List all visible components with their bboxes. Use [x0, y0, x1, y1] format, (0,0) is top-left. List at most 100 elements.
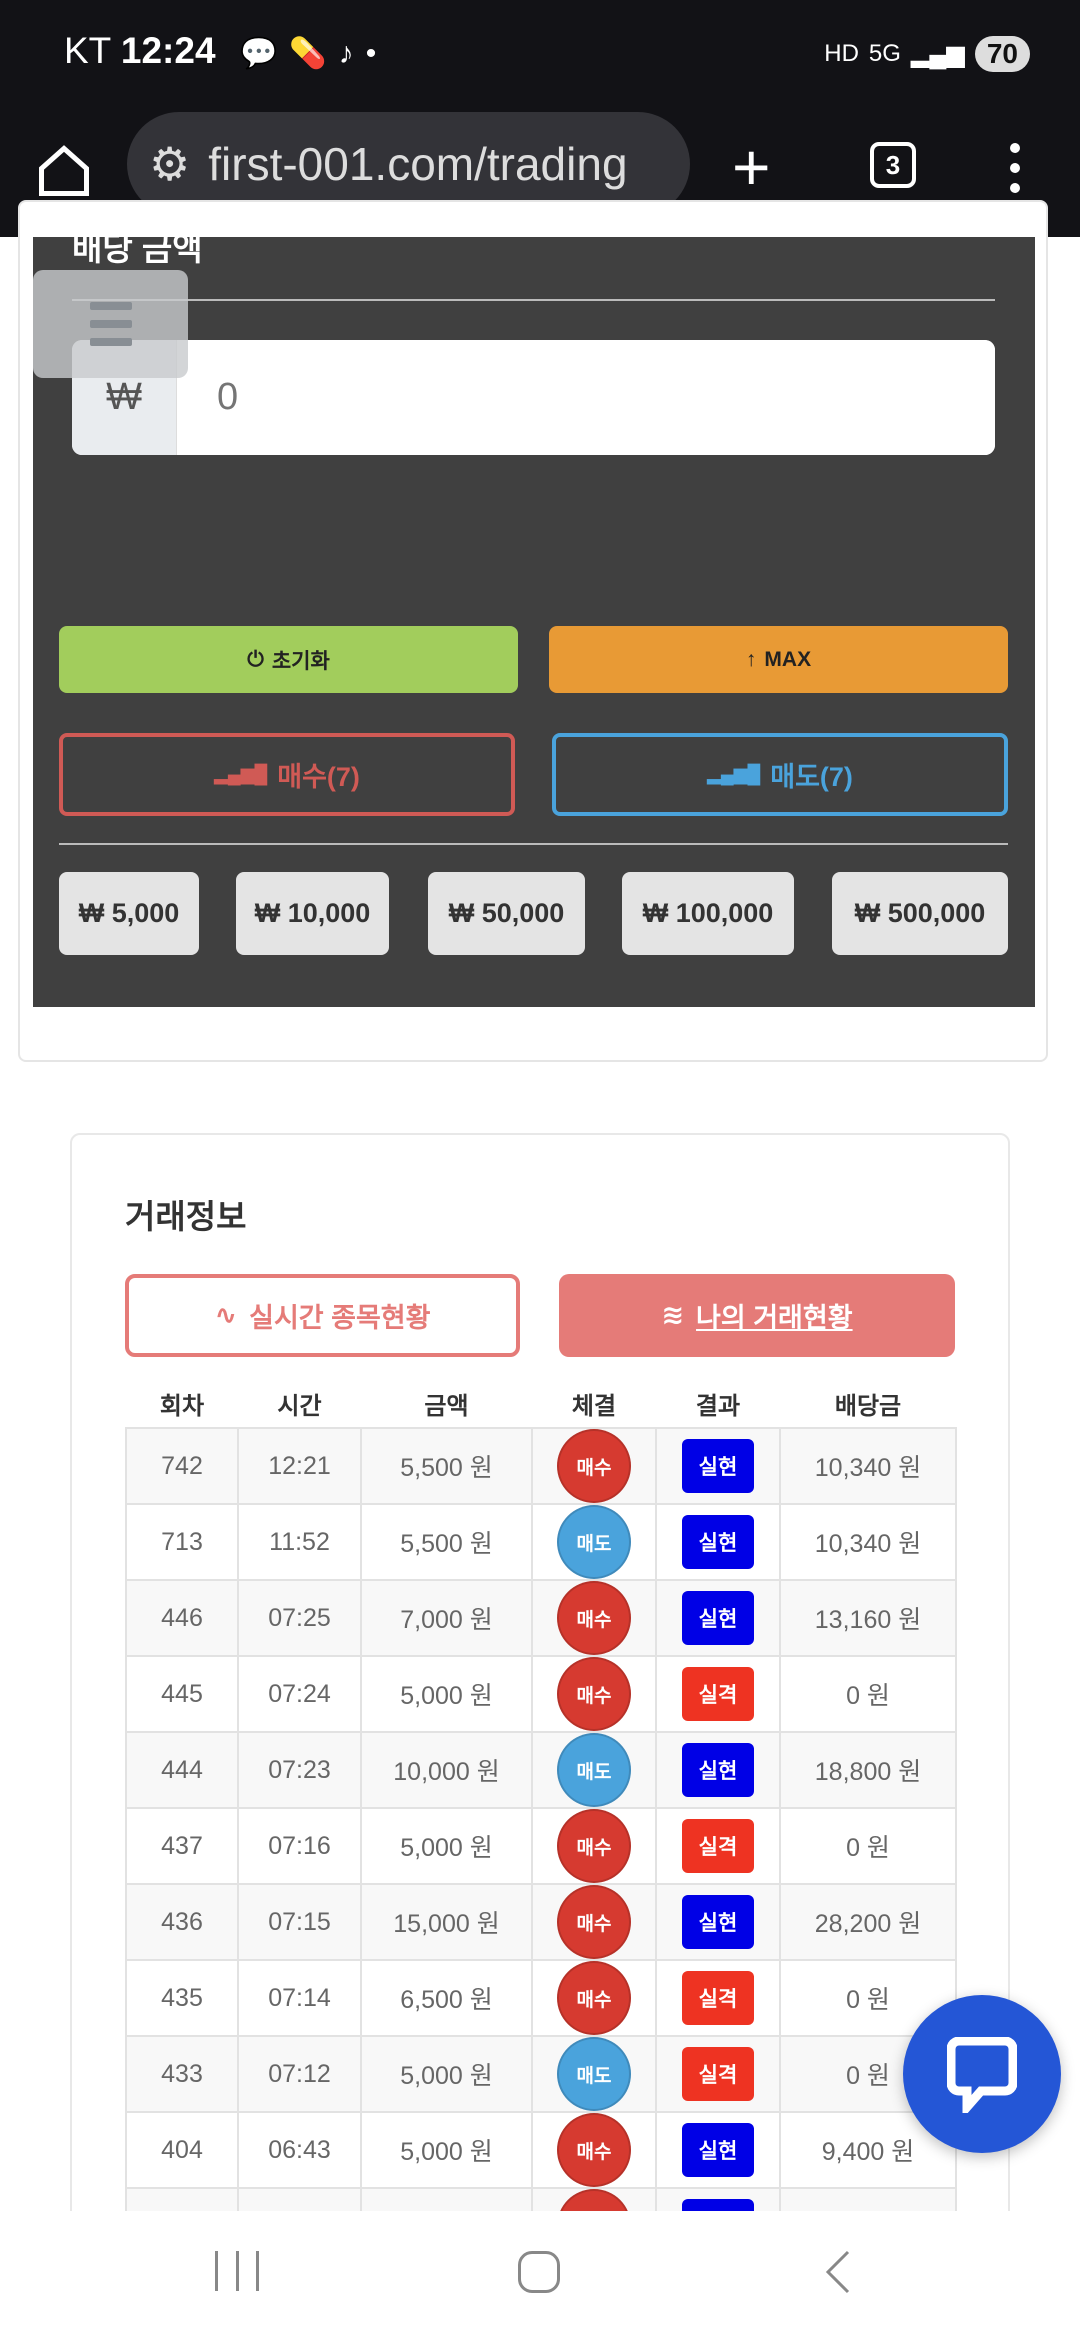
cell-payout: 28,200 원: [779, 1883, 957, 1961]
cell-result: 실현: [655, 1427, 781, 1505]
chip-100000[interactable]: ₩ 100,000: [622, 872, 794, 955]
result-badge: 실현: [682, 1439, 754, 1493]
cell-time: 07:16: [237, 1807, 362, 1885]
battery-icon: 70: [974, 36, 1030, 72]
cell-round: 446: [125, 1579, 239, 1657]
cell-time: 12:21: [237, 1427, 362, 1505]
table-row: 713 11:52 5,500 원 매도 실현 10,340 원: [125, 1503, 957, 1581]
cell-round: 436: [125, 1883, 239, 1961]
cell-round: 437: [125, 1807, 239, 1885]
side-badge: 매수: [557, 2113, 631, 2187]
cell-round: 444: [125, 1731, 239, 1809]
cell-result: 실현: [655, 1883, 781, 1961]
side-badge: 매도: [557, 2037, 631, 2111]
system-nav-bar: [0, 2211, 1080, 2340]
site-settings-icon[interactable]: ⚙: [149, 138, 191, 190]
signal-bars-icon: ▂▄▆█: [707, 764, 761, 784]
cell-result: 실현: [655, 1579, 781, 1657]
cell-time: 07:24: [237, 1655, 362, 1733]
side-badge: 매수: [557, 1961, 631, 2035]
side-badge: 매수: [557, 1429, 631, 1503]
cell-result: 실현: [655, 1503, 781, 1581]
table-row: 742 12:21 5,500 원 매수 실현 10,340 원: [125, 1427, 957, 1505]
signal-bars-icon: ▂▄▆█: [214, 764, 268, 784]
new-tab-icon[interactable]: +: [732, 130, 771, 204]
trade-table: 회차 시간 금액 체결 결과 배당금 742 12:21 5,500 원 매수 …: [125, 1380, 957, 2265]
cell-amount: 5,000 원: [360, 1807, 533, 1885]
divider: [59, 843, 1008, 845]
divider: [72, 299, 995, 301]
table-row: 435 07:14 6,500 원 매수 실격 0 원: [125, 1959, 957, 2037]
result-badge: 실현: [682, 1591, 754, 1645]
result-badge: 실현: [682, 1515, 754, 1569]
col-round: 회차: [159, 1393, 205, 1420]
amount-input-group: ₩: [72, 340, 995, 455]
cell-side: 매도: [531, 1731, 657, 1809]
tab-switcher-button[interactable]: 3: [870, 142, 916, 188]
cell-round: 404: [125, 2111, 239, 2189]
cell-result: 실격: [655, 2035, 781, 2113]
chip-500000[interactable]: ₩ 500,000: [832, 872, 1008, 955]
cell-time: 11:52: [237, 1503, 362, 1581]
side-badge: 매도: [557, 1733, 631, 1807]
col-amount: 금액: [424, 1393, 469, 1420]
reset-button[interactable]: ⏻ 초기화: [59, 626, 518, 693]
table-row: 446 07:25 7,000 원 매수 실현 13,160 원: [125, 1579, 957, 1657]
cell-amount: 10,000 원: [360, 1731, 533, 1809]
chip-50000[interactable]: ₩ 50,000: [428, 872, 585, 955]
result-badge: 실현: [682, 2123, 754, 2177]
cell-amount: 5,500 원: [360, 1427, 533, 1505]
browser-toolbar: ⚙ first-001.com/trading + 3: [0, 105, 1080, 237]
cell-side: 매수: [531, 1655, 657, 1733]
result-badge: 실현: [682, 1743, 754, 1797]
max-button[interactable]: ↑ MAX: [549, 626, 1008, 693]
menu-toggle-button[interactable]: [33, 270, 188, 378]
cell-payout: 10,340 원: [779, 1427, 957, 1505]
amount-input[interactable]: [177, 340, 995, 455]
cell-side: 매수: [531, 1883, 657, 1961]
side-badge: 매수: [557, 1809, 631, 1883]
amount-label: 배당 금액: [72, 230, 203, 267]
cell-side: 매수: [531, 1579, 657, 1657]
arrow-up-icon: ↑: [745, 647, 757, 671]
home-icon[interactable]: [34, 141, 94, 201]
network-icon: 5G: [868, 40, 901, 67]
cell-round: 713: [125, 1503, 239, 1581]
cell-round: 435: [125, 1959, 239, 2037]
section-title: 거래정보: [125, 1198, 247, 1235]
url-text: first-001.com/trading: [208, 138, 628, 190]
cell-round: 433: [125, 2035, 239, 2113]
buy-button[interactable]: ▂▄▆█ 매수(7): [59, 733, 515, 816]
cell-time: 07:23: [237, 1731, 362, 1809]
tab-my-trades[interactable]: ≋ 나의 거래현황: [559, 1274, 955, 1357]
result-badge: 실격: [682, 2047, 754, 2101]
cell-amount: 5,000 원: [360, 2111, 533, 2189]
recent-apps-icon[interactable]: [215, 2251, 259, 2291]
side-badge: 매도: [557, 1505, 631, 1579]
sell-button[interactable]: ▂▄▆█ 매도(7): [552, 733, 1008, 816]
cell-amount: 6,500 원: [360, 1959, 533, 2037]
pulse-icon: ∿: [214, 1300, 238, 1330]
table-header: 회차 시간 금액 체결 결과 배당금: [126, 1380, 956, 1428]
cell-side: 매수: [531, 1427, 657, 1505]
status-time: KT 12:24: [64, 30, 216, 71]
cell-amount: 7,000 원: [360, 1579, 533, 1657]
chip-10000[interactable]: ₩ 10,000: [236, 872, 389, 955]
chip-5000[interactable]: ₩ 5,000: [59, 872, 199, 955]
chat-button[interactable]: [903, 1995, 1061, 2153]
cell-result: 실격: [655, 1655, 781, 1733]
cell-amount: 5,000 원: [360, 2035, 533, 2113]
hd-icon: HD: [824, 40, 859, 67]
cell-time: 07:12: [237, 2035, 362, 2113]
tab-realtime[interactable]: ∿ 실시간 종목현황: [125, 1274, 520, 1357]
back-icon[interactable]: [822, 2249, 852, 2295]
cell-payout: 10,340 원: [779, 1503, 957, 1581]
cell-time: 06:43: [237, 2111, 362, 2189]
address-bar[interactable]: ⚙ first-001.com/trading: [127, 112, 690, 216]
col-result: 결과: [695, 1393, 741, 1420]
status-bar: KT 12:24 💬 💊 ♪ • HD 5G ▂▄▆ 70: [0, 0, 1080, 105]
more-menu-icon[interactable]: [1010, 143, 1020, 203]
cell-payout: 18,800 원: [779, 1731, 957, 1809]
home-nav-icon[interactable]: [518, 2251, 560, 2293]
cell-round: 445: [125, 1655, 239, 1733]
